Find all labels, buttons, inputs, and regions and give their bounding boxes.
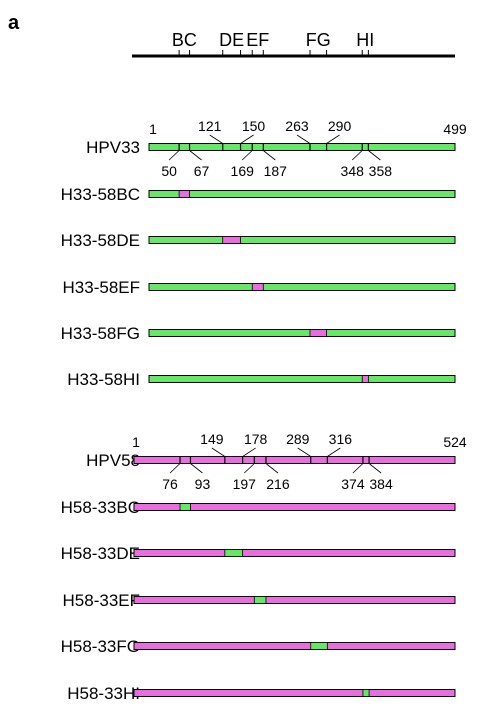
chimera-bar-h58-33de (133, 549, 456, 557)
chimera-name-h33-58hi: H33-58HI (67, 370, 140, 389)
loop-label-fg: FG (306, 30, 331, 50)
bottom-leader (168, 150, 180, 161)
bottom-label-187: 187 (264, 163, 288, 179)
swap-insert-bc (178, 190, 190, 198)
chimera-name-h58-33fg: H58-33FG (61, 637, 140, 656)
top-label-290: 290 (328, 118, 352, 134)
loop-label-hi: HI (356, 30, 374, 50)
bottom-label-93: 93 (195, 476, 211, 492)
chimera-name-h33-58de: H33-58DE (61, 231, 140, 250)
bottom-leader (244, 463, 255, 474)
end-label: 524 (443, 434, 467, 450)
bottom-leader (189, 150, 202, 161)
reference-bar-hpv33 (148, 143, 456, 151)
reference-name-hpv58: HPV58 (86, 451, 140, 470)
top-label-121: 121 (198, 118, 222, 134)
bottom-label-197: 197 (233, 476, 257, 492)
chimera-name-h33-58ef: H33-58EF (63, 278, 140, 297)
top-leader (211, 447, 226, 457)
chimera-bar-h33-58bc (148, 190, 456, 198)
bottom-leader (265, 463, 279, 474)
top-label-289: 289 (286, 431, 310, 447)
start-label: 1 (132, 434, 140, 450)
swap-insert-de (222, 236, 241, 244)
loop-axis: BC DE EF FG HI (132, 30, 455, 58)
top-leader (296, 134, 311, 144)
chimera-name-h58-33ef: H58-33EF (63, 591, 140, 610)
bottom-label-50: 50 (161, 163, 177, 179)
swap-insert-hi (361, 375, 369, 383)
top-label-150: 150 (242, 118, 266, 134)
chimera-bar-h33-58de (148, 236, 456, 244)
chimera-bar-h33-58fg (148, 329, 456, 337)
loop-label-de: DE (219, 30, 244, 50)
end-label: 499 (443, 121, 467, 137)
bottom-label-348: 348 (341, 163, 365, 179)
bottom-leader (169, 463, 181, 474)
top-label-316: 316 (329, 431, 353, 447)
chimera-name-h58-33hi: H58-33HI (67, 684, 140, 703)
bottom-leader (352, 463, 364, 474)
reference-bar-hpv58 (133, 456, 456, 464)
chimera-bar-h58-33bc (133, 503, 456, 511)
chimera-bar-h33-58hi (148, 375, 456, 383)
bottom-leader (351, 150, 363, 161)
chimera-bar-h58-33fg (133, 642, 456, 650)
reference-name-hpv33: HPV33 (86, 138, 140, 157)
loop-label-bc: BC (172, 30, 197, 50)
swap-insert-ef (251, 283, 264, 291)
bottom-leader (368, 150, 381, 161)
chimera-name-h58-33de: H58-33DE (61, 544, 140, 563)
top-leader (327, 447, 341, 457)
top-leader (326, 134, 340, 144)
chimera-name-h33-58fg: H33-58FG (61, 324, 140, 343)
chimera-name-h58-33bc: H58-33BC (61, 498, 140, 517)
chimera-bar-h58-33ef (133, 596, 456, 604)
bottom-leader (190, 463, 203, 474)
chimera-name-h33-58bc: H33-58BC (61, 185, 140, 204)
top-leader (297, 447, 311, 457)
chimera-bar-h58-33hi (133, 689, 456, 697)
top-leader (209, 134, 223, 144)
panel-label: a (8, 12, 20, 34)
top-label-149: 149 (200, 431, 224, 447)
bottom-label-67: 67 (194, 163, 210, 179)
hpv33-group: HPV33 1 499 121 150 263 290 50 67 169 187 348 358 H33… (61, 118, 467, 389)
top-leader (242, 447, 256, 457)
swap-insert-ef (253, 596, 267, 604)
swap-insert-hi (362, 689, 370, 697)
top-label-178: 178 (244, 431, 268, 447)
top-leader (240, 134, 254, 144)
bottom-label-374: 374 (341, 476, 365, 492)
bottom-label-358: 358 (369, 163, 393, 179)
swap-insert-bc (179, 503, 191, 511)
bottom-label-216: 216 (266, 476, 290, 492)
bottom-label-384: 384 (369, 476, 393, 492)
bottom-leader (241, 150, 253, 161)
swap-insert-fg (310, 642, 328, 650)
bottom-leader (263, 150, 276, 161)
swap-insert-fg (309, 329, 327, 337)
top-label-263: 263 (285, 118, 309, 134)
start-label: 1 (149, 121, 157, 137)
bottom-label-169: 169 (231, 163, 255, 179)
loop-label-ef: EF (246, 30, 269, 50)
swap-insert-de (224, 549, 244, 557)
chimera-bar-h33-58ef (148, 283, 456, 291)
bottom-leader (368, 463, 382, 474)
bottom-label-76: 76 (162, 476, 178, 492)
